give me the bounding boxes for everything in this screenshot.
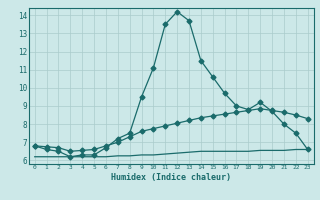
X-axis label: Humidex (Indice chaleur): Humidex (Indice chaleur) xyxy=(111,173,231,182)
